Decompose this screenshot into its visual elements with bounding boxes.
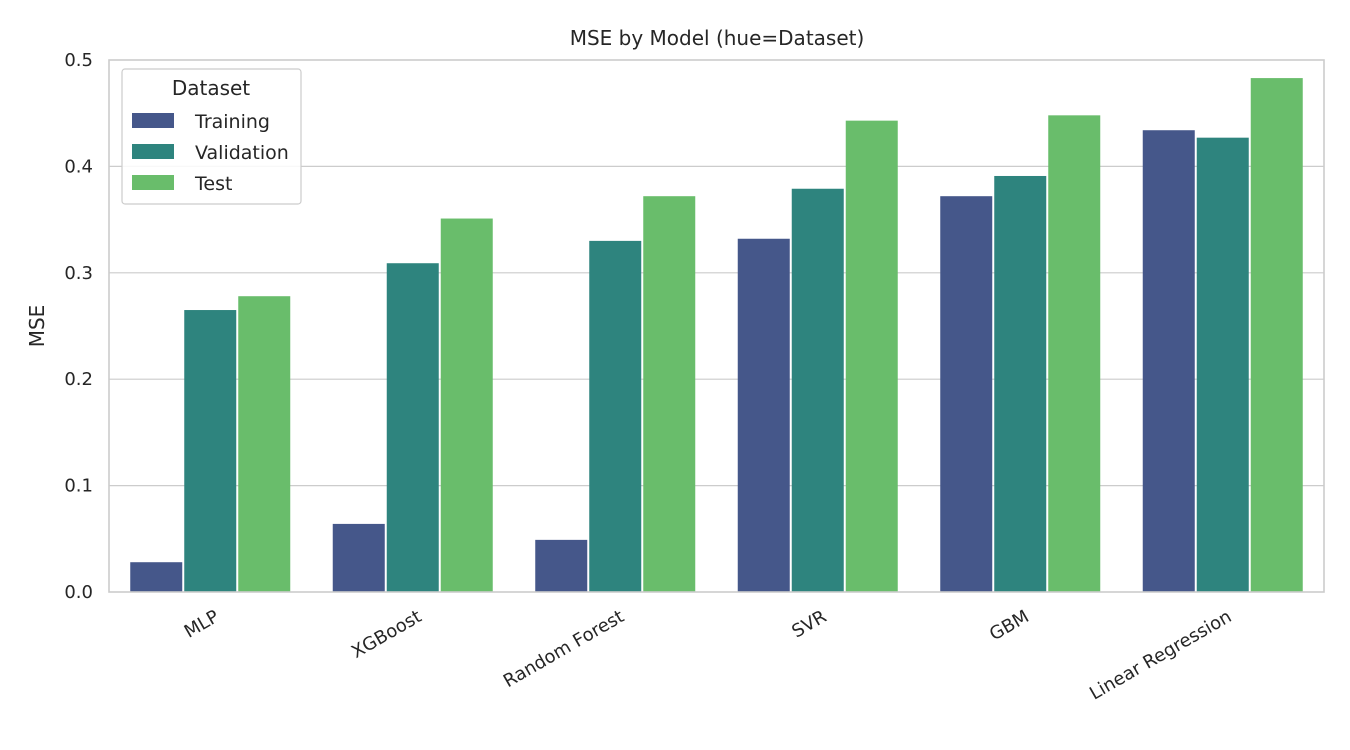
legend-label-test: Test (194, 173, 232, 195)
chart-title: MSE by Model (hue=Dataset) (570, 26, 865, 50)
x-tick-label: MLP (181, 606, 223, 642)
y-tick-label: 0.0 (64, 582, 93, 603)
legend-label-validation: Validation (195, 142, 289, 164)
grid-lines (109, 165, 1324, 487)
bar-test-mlp (238, 296, 291, 592)
legend-title: Dataset (172, 76, 250, 100)
legend-swatch-validation (132, 144, 174, 159)
y-tick-label: 0.2 (64, 369, 93, 390)
bar-test-linear-regression (1250, 78, 1303, 592)
bar-validation-random-forest (589, 240, 642, 592)
x-tick-label: Random Forest (500, 606, 628, 692)
x-tick-label: Linear Regression (1086, 606, 1235, 704)
y-tick-label: 0.4 (64, 156, 93, 177)
bar-test-svr (845, 120, 898, 592)
x-tick-labels: MLP XGBoost Random Forest SVR GBM Linear Regr… (181, 606, 1236, 704)
bar-validation-linear-regression (1196, 137, 1249, 592)
bar-training-linear-regression (1142, 130, 1195, 592)
bar-training-gbm (940, 196, 993, 592)
bar-training-mlp (130, 562, 183, 592)
bars (130, 78, 1303, 592)
legend: Dataset Training Validation Test (121, 68, 302, 205)
bar-training-random-forest (535, 539, 588, 592)
plot-frame (108, 59, 1325, 593)
bar-test-gbm (1048, 115, 1101, 592)
bar-test-random-forest (643, 196, 696, 592)
bar-validation-xgboost (386, 263, 439, 592)
legend-box (121, 68, 302, 205)
x-tick-label: XGBoost (348, 606, 425, 663)
legend-label-training: Training (194, 111, 270, 133)
bar-validation-gbm (994, 175, 1047, 592)
y-tick-labels: 0.0 0.1 0.2 0.3 0.4 0.5 (64, 50, 93, 603)
legend-swatch-training (132, 113, 174, 128)
bar-test-xgboost (440, 218, 493, 592)
bar-validation-svr (791, 188, 844, 592)
legend-swatch-test (132, 175, 174, 190)
y-axis-label: MSE (25, 305, 49, 348)
y-tick-label: 0.5 (64, 50, 93, 71)
y-tick-label: 0.3 (64, 263, 93, 284)
bar-training-svr (737, 238, 790, 592)
x-tick-label: SVR (788, 606, 830, 642)
bar-training-xgboost (332, 523, 385, 592)
bar-validation-mlp (184, 310, 237, 592)
y-tick-label: 0.1 (64, 476, 93, 497)
x-tick-label: GBM (986, 606, 1033, 645)
